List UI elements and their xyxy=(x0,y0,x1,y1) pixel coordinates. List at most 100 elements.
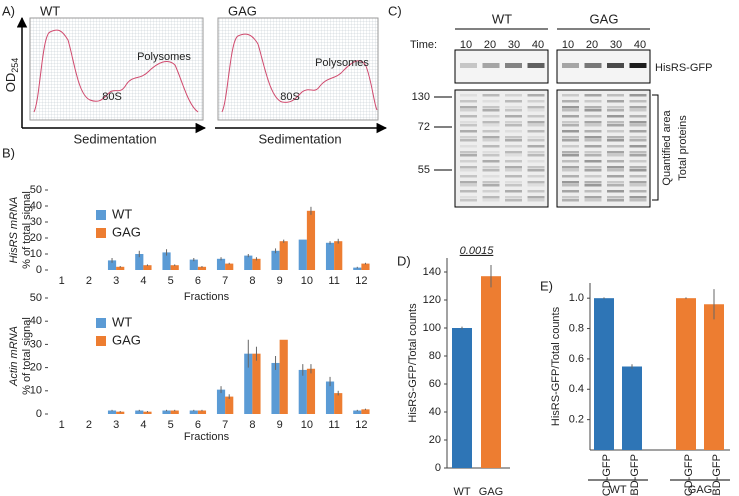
bar xyxy=(197,410,207,414)
band xyxy=(527,115,545,118)
band xyxy=(460,136,477,139)
y-tick-label: 30 xyxy=(30,216,42,228)
band xyxy=(562,136,579,139)
band xyxy=(629,100,647,103)
label: Quantified area xyxy=(661,110,673,186)
band xyxy=(629,199,647,202)
band xyxy=(460,196,477,199)
band xyxy=(629,94,647,97)
marker-label: 55 xyxy=(418,164,430,176)
label: HisRS-GFP xyxy=(655,62,712,74)
band xyxy=(607,115,624,118)
band xyxy=(584,175,602,178)
band xyxy=(527,175,545,178)
band xyxy=(460,109,477,112)
band xyxy=(527,63,545,68)
y-tick-label: 0 xyxy=(435,462,441,474)
band xyxy=(460,151,477,154)
x-tick-label: 1 xyxy=(59,419,65,431)
band xyxy=(629,175,647,178)
label: WT xyxy=(40,3,60,18)
bracket xyxy=(652,94,659,201)
band xyxy=(607,130,624,133)
bar xyxy=(107,410,117,414)
band xyxy=(607,100,624,103)
blot xyxy=(556,89,651,208)
y-tick-label: 1.0 xyxy=(569,292,584,304)
band xyxy=(505,139,522,142)
bar xyxy=(353,267,362,270)
annotation: Polysomes xyxy=(137,51,191,63)
band xyxy=(562,184,579,187)
band xyxy=(629,121,647,124)
bar xyxy=(143,411,152,414)
band xyxy=(607,199,624,202)
x-tick-label: GAG xyxy=(479,486,503,496)
bar xyxy=(361,409,370,414)
y-tick-label: 0 xyxy=(36,264,42,276)
band xyxy=(527,169,545,172)
y-label: % of total signal xyxy=(21,317,33,395)
x-tick-label: 7 xyxy=(222,419,228,431)
band xyxy=(527,109,545,112)
bar xyxy=(116,411,125,414)
band xyxy=(460,100,477,103)
band xyxy=(629,166,647,169)
bar xyxy=(225,263,234,270)
band xyxy=(505,196,522,199)
band xyxy=(505,190,522,193)
band xyxy=(527,100,545,103)
y-tick-label: 0 xyxy=(36,408,42,420)
band xyxy=(629,106,647,109)
label: GAG xyxy=(228,3,257,18)
bar xyxy=(162,252,171,270)
band xyxy=(460,94,477,97)
band xyxy=(460,139,477,142)
band xyxy=(460,166,477,169)
x-tick-label: 5 xyxy=(168,419,174,431)
band xyxy=(460,106,477,109)
x-tick-label: 3 xyxy=(113,275,119,287)
y-tick-label: 10 xyxy=(30,248,42,260)
band xyxy=(527,94,545,97)
x-label: Sedimentation xyxy=(258,131,341,146)
band xyxy=(460,190,477,193)
band xyxy=(460,160,477,163)
band xyxy=(584,199,602,202)
band xyxy=(562,121,579,124)
band xyxy=(527,136,545,139)
bar xyxy=(162,410,171,414)
band xyxy=(562,151,579,154)
band xyxy=(460,154,477,157)
y-tick-label: 100 xyxy=(423,322,441,334)
y-tick-label: 30 xyxy=(30,338,42,350)
band xyxy=(562,145,579,148)
band xyxy=(607,124,624,127)
x-tick-label: 9 xyxy=(277,419,283,431)
band xyxy=(584,109,602,112)
x-tick-label: 3 xyxy=(113,419,119,431)
x-label: Sedimentation xyxy=(73,131,156,146)
band xyxy=(562,190,579,193)
annotation: 80S xyxy=(102,91,122,103)
band xyxy=(562,199,579,202)
band xyxy=(505,169,522,172)
band xyxy=(505,124,522,127)
x-tick-label: 10 xyxy=(301,275,313,287)
band xyxy=(584,184,602,187)
legend-label: WT xyxy=(112,206,132,221)
legend-swatch xyxy=(96,228,106,238)
band xyxy=(482,169,500,172)
panel-c: C) WT GAG Time: HisRS-GFP Quantified are… xyxy=(388,3,712,208)
band xyxy=(482,63,500,68)
band xyxy=(584,196,602,199)
bar xyxy=(334,241,343,270)
bar xyxy=(704,304,724,450)
band xyxy=(460,169,477,172)
band xyxy=(629,169,647,172)
y-tick-label: 10 xyxy=(30,385,42,397)
band xyxy=(584,106,602,109)
lane-label: 40 xyxy=(532,39,544,51)
y-tick-label: 20 xyxy=(429,434,441,446)
bar xyxy=(481,276,501,468)
